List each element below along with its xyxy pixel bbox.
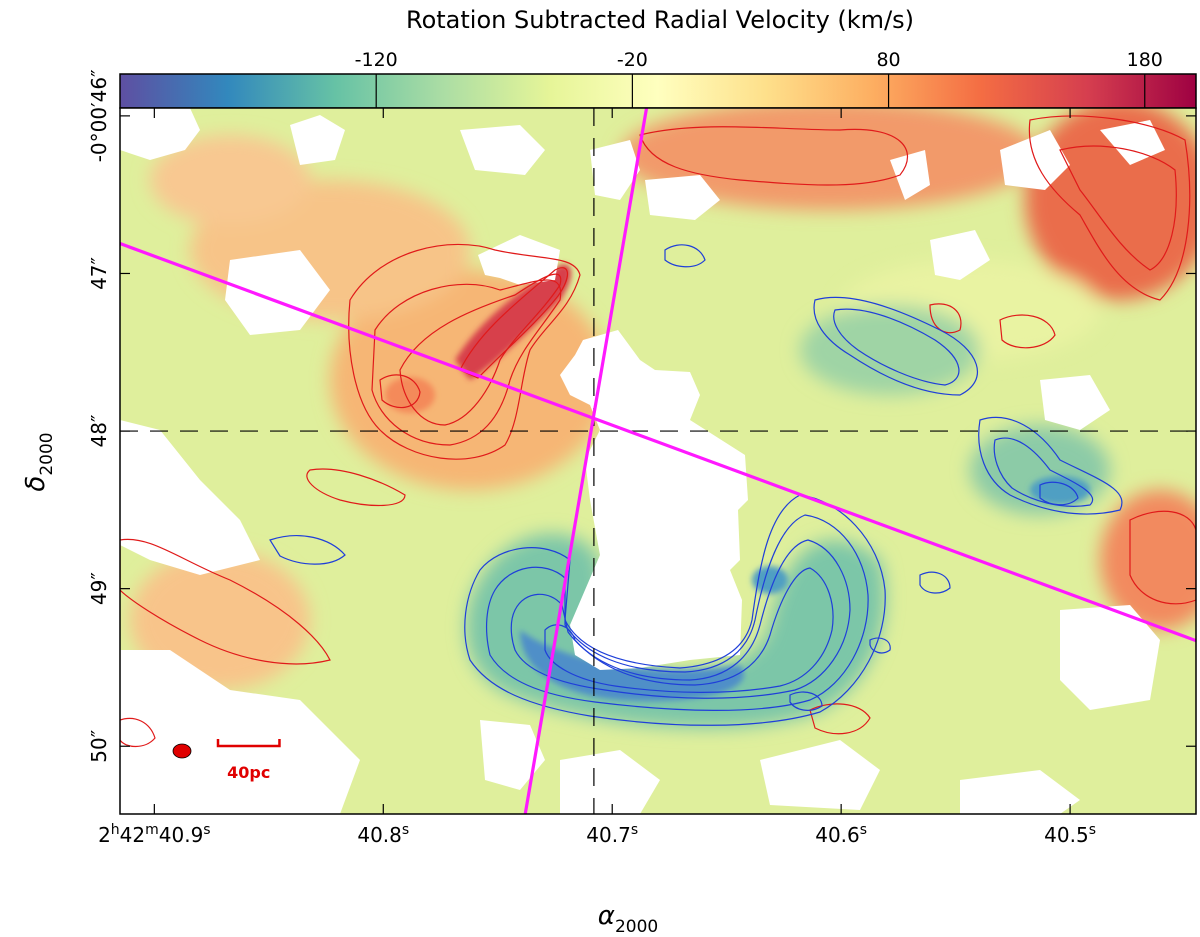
blue-contour-7 <box>978 416 1123 515</box>
velocity-map: 40pc <box>120 108 1196 814</box>
red-region-northeast <box>1025 108 1196 300</box>
red-contour-5 <box>379 374 421 409</box>
red-region-east <box>1100 490 1196 630</box>
central-hole <box>560 330 748 670</box>
blue-peak-south <box>520 630 744 701</box>
hole-nw-corner <box>120 108 200 160</box>
blue-peak-east <box>1030 476 1090 504</box>
red-knot <box>385 377 435 413</box>
hole-east-1 <box>930 230 990 280</box>
red-region-northwest-edge <box>150 135 310 225</box>
red-contour-1 <box>348 243 581 460</box>
scale-bar-label: 40pc <box>227 763 270 782</box>
blue-contours <box>269 244 1123 726</box>
red-contour-6 <box>306 468 406 507</box>
red-contour-13 <box>999 314 1056 349</box>
hole-north-1 <box>460 125 545 175</box>
blue-contour-11 <box>919 571 951 594</box>
hole-ne-2 <box>1100 120 1165 165</box>
red-contour-9 <box>1059 145 1177 271</box>
x-tick-label: 40.5s <box>1044 822 1096 847</box>
hole-se-1 <box>1060 605 1160 710</box>
slit-line <box>523 108 649 814</box>
blue-contour-4 <box>544 567 834 693</box>
x-tick-label: 40.7s <box>586 822 638 847</box>
y-tick-label: 47″ <box>87 257 111 290</box>
hole-west-1 <box>225 250 330 335</box>
colorbar-tick-label: 80 <box>876 49 900 71</box>
blue-contour-12 <box>869 637 891 654</box>
red-contour-11 <box>120 538 331 665</box>
x-axis-label: α2000 <box>598 901 658 937</box>
x-axis-ticks: 2h42m40.9s 40.8s 40.7s 40.6s 40.5s <box>98 108 1096 847</box>
y-axis-ticks: -0°00′46″ 47″ 48″ 49″ 50″ <box>87 69 1196 763</box>
red-contour-4 <box>459 267 568 379</box>
hole-north-3 <box>645 175 720 220</box>
colorbar-ticks: -120 -20 80 180 <box>355 49 1163 108</box>
red-peak <box>455 264 572 380</box>
y-tick-label: 48″ <box>87 415 111 448</box>
red-region-north <box>620 108 1040 210</box>
x-tick-label: 2h42m40.9s <box>98 822 211 847</box>
red-contour-12 <box>809 703 871 735</box>
red-contour-2 <box>371 279 562 446</box>
red-contour-3 <box>399 273 562 426</box>
blue-knot <box>752 566 788 594</box>
hole-nw-2 <box>290 115 345 165</box>
blue-contour-8 <box>993 437 1094 507</box>
colorbar-title: Rotation Subtracted Radial Velocity (km/… <box>406 6 914 34</box>
colorbar-tick-label: -120 <box>355 49 398 71</box>
scale-bar-line <box>216 739 281 748</box>
blue-contour-10 <box>664 244 706 268</box>
slit-lines <box>120 108 1196 814</box>
red-contour-7 <box>639 126 909 186</box>
hole-south-2 <box>560 750 660 814</box>
scale-bar: 40pc <box>216 739 281 782</box>
hole-southwest <box>120 650 360 814</box>
y-tick-label: 50″ <box>87 730 111 763</box>
beam-ellipse <box>172 743 192 759</box>
hole-north-2 <box>590 140 640 200</box>
colorbar-tick-label: 180 <box>1127 49 1163 71</box>
blue-contour-3 <box>510 539 851 699</box>
hole-east-2 <box>1040 375 1110 430</box>
red-contour-14 <box>929 303 962 334</box>
blue-contour-6 <box>833 308 960 386</box>
map-frame <box>119 107 1197 815</box>
colorbar-tick-label: -20 <box>617 49 648 71</box>
blue-contour-14 <box>789 691 823 711</box>
red-contour-15 <box>120 717 156 748</box>
hole-north-4 <box>890 150 930 200</box>
y-axis-label: δ2000 <box>21 432 57 491</box>
hole-se-2 <box>960 770 1080 814</box>
x-tick-label: 40.8s <box>357 822 409 847</box>
red-contour-8 <box>1028 115 1191 301</box>
hole-south-3 <box>760 740 880 810</box>
blue-contour-5 <box>813 296 978 396</box>
hole-north-central <box>478 235 560 285</box>
y-tick-label: 49″ <box>87 572 111 605</box>
x-tick-label: 40.6s <box>815 822 867 847</box>
y-tick-label: -0°00′46″ <box>87 69 111 162</box>
hole-west-2 <box>120 420 260 575</box>
colorbar <box>119 73 1197 109</box>
blue-contour-9 <box>1039 481 1079 506</box>
hole-south-1 <box>480 720 545 790</box>
blue-contour-2 <box>486 514 869 711</box>
masked-regions <box>120 108 1165 814</box>
slit-line <box>120 242 1196 643</box>
blue-contour-13 <box>269 535 346 565</box>
red-contours <box>120 115 1196 748</box>
red-contour-10 <box>1129 510 1196 605</box>
